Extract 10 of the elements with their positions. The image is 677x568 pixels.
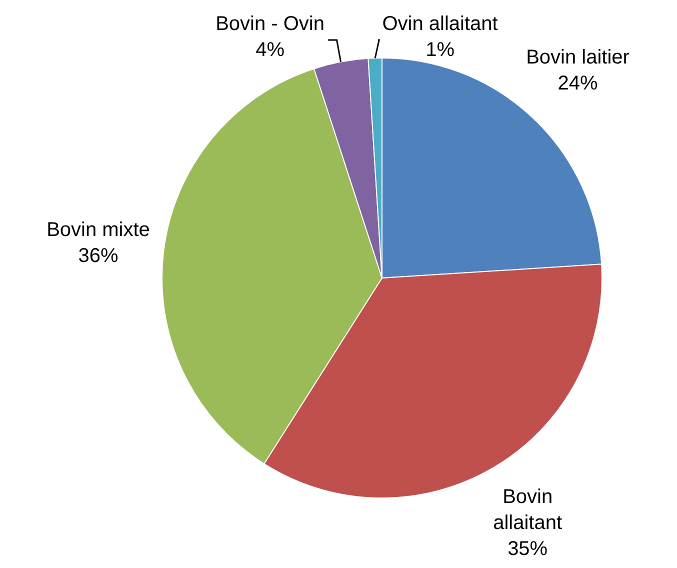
data-label: 1% — [426, 39, 455, 61]
data-label: 4% — [256, 39, 285, 61]
slice-label: Ovin allaitant — [382, 13, 498, 35]
data-label: 36% — [78, 245, 118, 268]
slice-label: Bovin laitier — [526, 46, 630, 69]
slice-label: Bovin mixte — [46, 219, 150, 242]
data-label: 24% — [558, 72, 598, 95]
data-label: 35% — [508, 538, 548, 560]
slice-label: Bovin - Ovin — [216, 13, 325, 35]
slice-label: Bovin allaitant — [493, 486, 562, 534]
